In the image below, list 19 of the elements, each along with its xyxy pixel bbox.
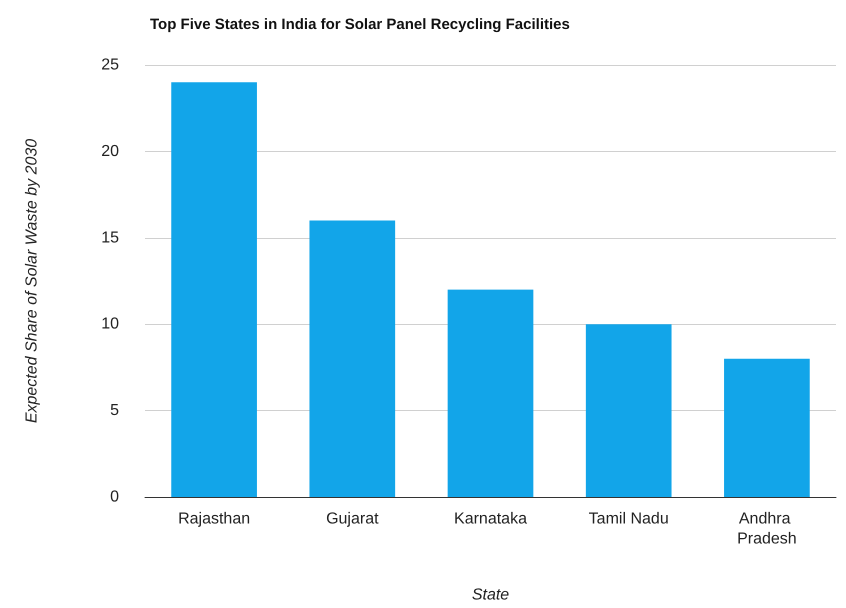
bar: [171, 82, 257, 497]
y-tick-label: 5: [110, 402, 120, 420]
x-tick-label: Gujarat: [326, 510, 380, 528]
bar: [586, 324, 672, 497]
y-tick-label: 15: [101, 229, 120, 246]
x-tick-label: Karnataka: [454, 510, 528, 528]
x-tick-label: Tamil Nadu: [588, 510, 669, 528]
y-tick-label: 20: [101, 142, 120, 160]
bar: [309, 220, 396, 497]
y-axis-title: Expected Share of Solar Waste by 2030: [24, 138, 40, 424]
y-tick-label: 25: [101, 56, 120, 74]
y-tick-label: 0: [110, 488, 120, 506]
bar: [724, 358, 810, 497]
x-tick-label: Rajasthan: [178, 510, 250, 528]
chart-title: Top Five States in India for Solar Panel Recycling Facilities: [150, 16, 570, 33]
x-tick-label: Andhra Pradesh: [737, 510, 797, 548]
x-axis-title: State: [472, 586, 510, 604]
y-tick-label: 10: [101, 316, 120, 333]
bar: [448, 290, 534, 497]
